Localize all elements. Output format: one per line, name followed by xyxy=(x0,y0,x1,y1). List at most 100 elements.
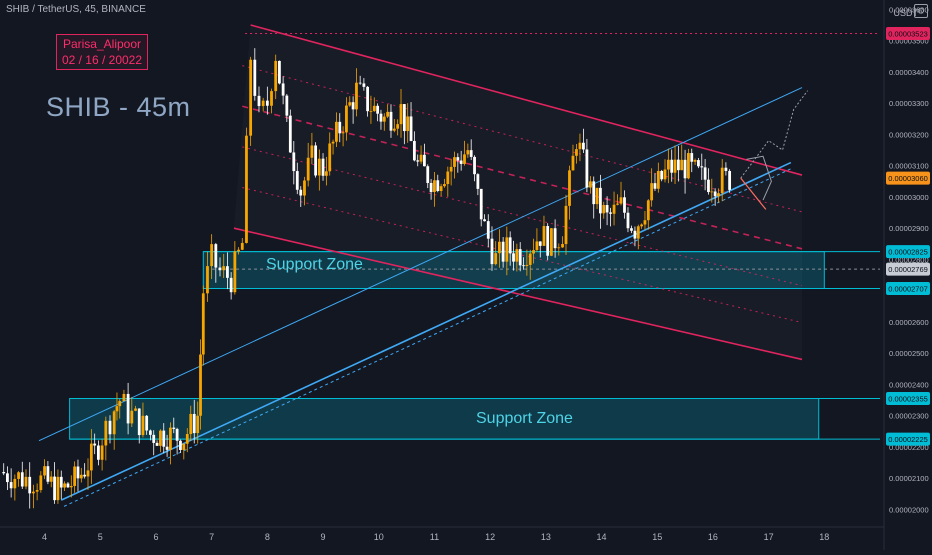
price-axis-tick-label: 0.00002500 xyxy=(889,349,929,358)
time-axis-tick-label: 8 xyxy=(265,532,270,542)
candles-group xyxy=(2,48,732,509)
time-axis-tick-label: 6 xyxy=(153,532,158,542)
candle-body xyxy=(728,170,732,190)
candle-body xyxy=(494,253,498,265)
candle-body xyxy=(643,220,647,225)
candle-body xyxy=(564,205,568,245)
price-axis-tick-label: 0.00002600 xyxy=(889,318,929,327)
time-axis-tick-label: 9 xyxy=(321,532,326,542)
candle-body xyxy=(626,212,630,229)
time-axis-tick-label: 18 xyxy=(819,532,829,542)
time-axis-tick-label: 11 xyxy=(430,532,439,542)
candle-body xyxy=(399,104,403,125)
price-tag-background xyxy=(886,432,930,446)
candle-body xyxy=(578,142,582,150)
candle-body xyxy=(508,237,512,254)
candle-body xyxy=(369,111,373,112)
candle-body xyxy=(303,180,306,196)
candle-body xyxy=(549,228,553,256)
price-axis-tick-label: 0.00003400 xyxy=(889,68,929,77)
candle-body xyxy=(324,171,328,176)
candle-body xyxy=(433,180,436,193)
settings-gear-icon[interactable]: ⚙ xyxy=(914,4,928,18)
candle-body xyxy=(653,183,657,189)
price-tag-label: 0.00003060 xyxy=(888,174,928,183)
price-axis-tick-label: 0.00002400 xyxy=(889,380,929,389)
candle-body xyxy=(89,443,93,471)
candle-body xyxy=(542,226,546,246)
candle-body xyxy=(568,170,571,206)
time-axis-tick-label: 16 xyxy=(708,532,718,542)
candle-body xyxy=(680,159,684,171)
candle-body xyxy=(619,197,623,204)
price-axis-tick-label: 0.00003200 xyxy=(889,130,929,139)
candle-body xyxy=(633,230,637,239)
candle-body xyxy=(96,445,100,460)
candle-body xyxy=(389,111,393,131)
candle-body xyxy=(720,167,724,194)
candle-body xyxy=(690,153,694,162)
candle-body xyxy=(605,205,609,213)
candle-body xyxy=(63,483,67,488)
candle-body xyxy=(512,253,515,262)
candle-body xyxy=(237,249,240,252)
time-axis-tick-label: 15 xyxy=(652,532,662,542)
candle-body xyxy=(466,150,470,155)
candle-body xyxy=(155,442,159,446)
candle-body xyxy=(588,181,592,188)
candle-body xyxy=(79,474,83,479)
candle-body xyxy=(571,155,575,171)
candle-body xyxy=(345,105,348,133)
candle-body xyxy=(585,149,589,188)
candle-body xyxy=(623,197,626,213)
candle-body xyxy=(379,113,383,122)
candle-body xyxy=(229,277,233,293)
candle-body xyxy=(49,476,53,482)
price-tag-label: 0.00002769 xyxy=(888,265,928,274)
candle-body xyxy=(122,393,126,402)
candle-body xyxy=(703,167,707,180)
candle-body xyxy=(310,145,314,158)
candle-body xyxy=(429,183,433,193)
candle-body xyxy=(666,159,670,170)
candle-body xyxy=(561,244,564,248)
candle-body xyxy=(338,121,342,134)
candle-body xyxy=(670,159,674,173)
candle-body xyxy=(83,474,87,477)
candle-body xyxy=(274,60,278,92)
candle-body xyxy=(222,266,226,271)
projection-up-path xyxy=(740,90,808,179)
candle-body xyxy=(522,265,525,267)
candle-body xyxy=(169,427,172,450)
price-axis-tick-label: 0.00003600 xyxy=(889,5,929,14)
candle-body xyxy=(226,266,229,278)
candle-body xyxy=(396,124,400,129)
price-axis-tick-label: 0.00002900 xyxy=(889,224,929,233)
candle-body xyxy=(265,100,269,106)
candle-body xyxy=(118,401,122,407)
candle-body xyxy=(683,159,687,179)
channel-top-line xyxy=(250,24,803,176)
candle-body xyxy=(490,238,494,265)
channel-bottom-line xyxy=(233,227,803,361)
candle-body xyxy=(28,476,32,494)
candle-body xyxy=(449,166,453,172)
candle-body xyxy=(112,411,116,435)
candle-body xyxy=(218,267,222,271)
candle-body xyxy=(321,158,325,176)
upper-support-zone-label: Support Zone xyxy=(266,256,363,273)
candle-body xyxy=(9,482,13,489)
candle-body xyxy=(575,149,578,156)
candle-body xyxy=(409,116,413,141)
candle-body xyxy=(640,224,644,227)
candle-body xyxy=(182,443,186,451)
candle-body xyxy=(469,150,473,157)
candle-body xyxy=(446,171,450,185)
candle-body xyxy=(189,413,193,435)
candle-body xyxy=(199,354,202,416)
candle-body xyxy=(663,169,667,180)
candle-body xyxy=(76,466,80,479)
candle-body xyxy=(172,427,176,429)
